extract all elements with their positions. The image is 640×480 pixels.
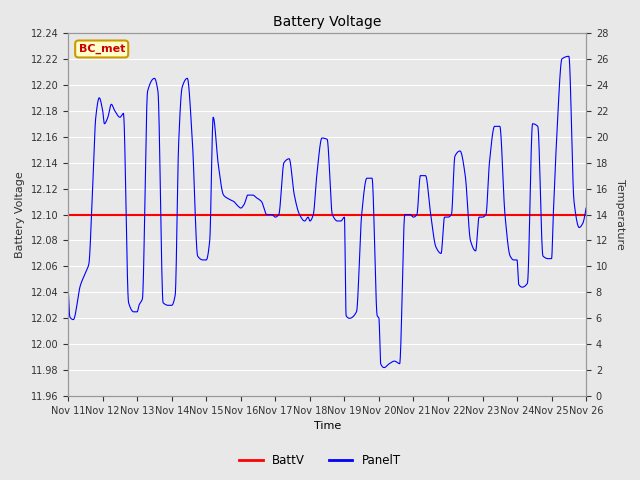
X-axis label: Time: Time bbox=[314, 421, 340, 432]
Legend: BattV, PanelT: BattV, PanelT bbox=[234, 449, 406, 472]
Y-axis label: Battery Voltage: Battery Voltage bbox=[15, 171, 25, 258]
Text: BC_met: BC_met bbox=[79, 44, 125, 54]
Title: Battery Voltage: Battery Voltage bbox=[273, 15, 381, 29]
Y-axis label: Temperature: Temperature bbox=[615, 179, 625, 250]
